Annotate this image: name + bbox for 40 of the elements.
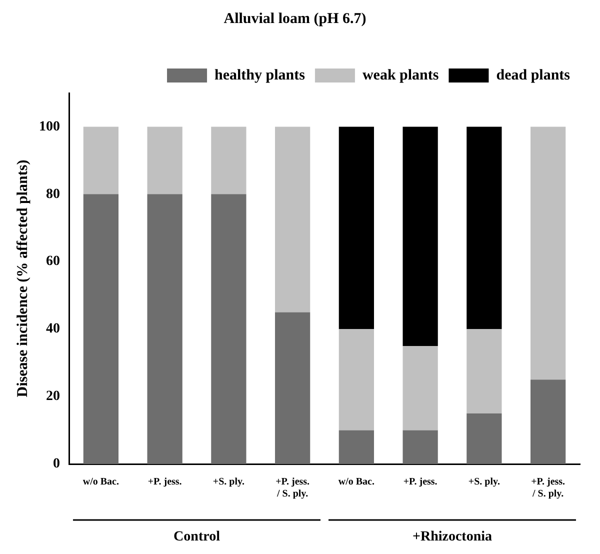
bar bbox=[338, 430, 374, 464]
y-tick-label: 100 bbox=[39, 119, 60, 134]
y-tick-label: 20 bbox=[46, 389, 60, 404]
bar bbox=[402, 126, 438, 346]
text: Control bbox=[174, 530, 220, 545]
x-tick-label: w/o Bac. bbox=[338, 476, 375, 488]
bar bbox=[466, 126, 502, 330]
legend-label: dead plants bbox=[496, 67, 570, 84]
bar bbox=[338, 126, 374, 330]
bar bbox=[147, 194, 182, 464]
bar bbox=[147, 126, 182, 194]
legend-label: weak plants bbox=[362, 67, 439, 84]
x-tick-label: +P. jess. / S. ply. bbox=[531, 476, 566, 500]
x-tick-label: +P. jess. bbox=[403, 476, 438, 488]
y-tick-label: 0 bbox=[53, 456, 60, 472]
bar bbox=[211, 194, 246, 464]
bar bbox=[274, 312, 310, 464]
x-tick-label: +P. jess. / S. ply. bbox=[276, 476, 310, 500]
text: +Rhizoctonia bbox=[412, 530, 492, 545]
y-axis-title: Disease incidence (% affected plants) bbox=[14, 160, 31, 398]
x-tick-label: +S. ply. bbox=[468, 476, 500, 488]
x-tick-label: +S. ply. bbox=[212, 476, 245, 488]
y-tick-label: 60 bbox=[46, 254, 60, 270]
bar bbox=[211, 126, 246, 194]
bar bbox=[466, 329, 502, 414]
legend-label: healthy plants bbox=[214, 67, 306, 84]
bar bbox=[83, 126, 119, 194]
bar bbox=[402, 346, 438, 430]
bar bbox=[530, 126, 566, 380]
bar bbox=[530, 380, 566, 464]
y-tick-label: 40 bbox=[46, 322, 60, 337]
y-tick-label: 80 bbox=[46, 186, 60, 202]
bar bbox=[83, 194, 119, 464]
bar bbox=[402, 430, 438, 464]
x-tick-label: w/o Bac. bbox=[82, 476, 120, 488]
bar bbox=[274, 126, 310, 312]
x-tick-label: +P. jess. bbox=[148, 476, 182, 488]
bar bbox=[338, 329, 374, 430]
bar bbox=[466, 413, 502, 464]
chart-title: Alluvial loam (pH 6.7) bbox=[224, 10, 366, 27]
